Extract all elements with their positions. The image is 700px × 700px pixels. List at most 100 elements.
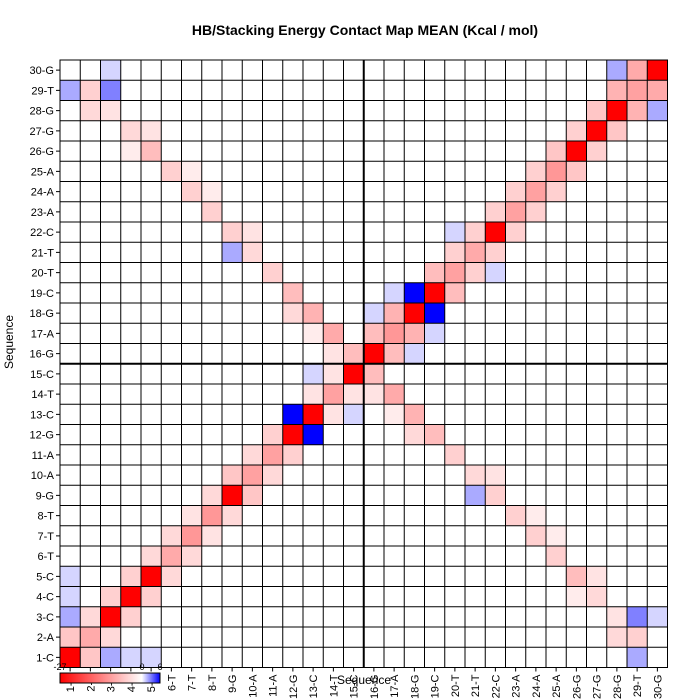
- heatmap-cell: [566, 120, 587, 141]
- heatmap-cell: [141, 546, 162, 567]
- x-tick-label: 8-T: [207, 674, 219, 691]
- heatmap-cell: [201, 201, 222, 222]
- heatmap-cell: [201, 181, 222, 202]
- heatmap-cell: [465, 222, 486, 243]
- y-tick-label: 29-T: [31, 85, 54, 97]
- heatmap-cell: [242, 222, 263, 243]
- heatmap-cell: [404, 343, 425, 364]
- chart-title: HB/Stacking Energy Contact Map MEAN (Kca…: [192, 22, 538, 38]
- heatmap-cell: [424, 323, 445, 344]
- x-tick-label: 21-T: [470, 674, 482, 697]
- heatmap-cell: [323, 343, 344, 364]
- heatmap-cell: [485, 465, 506, 486]
- heatmap-cell: [546, 546, 567, 567]
- heatmap-cell: [404, 282, 425, 303]
- heatmap-cell: [343, 343, 364, 364]
- heatmap-cell: [222, 465, 243, 486]
- y-tick-labels: 1-C 2-A 3-C 4-C 5-C 6-T 7-T 8-T 9-G 10-A 11-A 12-G 1…: [30, 65, 60, 664]
- heatmap-cell: [384, 282, 405, 303]
- heatmap-cell: [424, 262, 445, 283]
- x-tick-labels: 1-C2-A3-C4-C5-C6-T7-T8-T9-G10-A11-A12-G1…: [65, 667, 664, 699]
- heatmap-cell: [606, 60, 627, 81]
- heatmap-cell: [181, 161, 202, 182]
- heatmap-cell: [606, 627, 627, 648]
- y-tick-label: 21-T: [31, 247, 54, 259]
- heatmap-cell: [60, 647, 81, 668]
- x-tick-label: 6-T: [166, 674, 178, 691]
- heatmap-cell: [566, 586, 587, 607]
- x-tick-label: 10-A: [247, 674, 259, 698]
- heatmap-cell: [303, 363, 324, 384]
- x-tick-label: 26-G: [571, 675, 583, 699]
- heatmap-cell: [586, 120, 607, 141]
- colorbar: -27 0 6: [53, 662, 163, 684]
- colorbar-max-label: 6: [157, 662, 162, 672]
- heatmap-cell: [262, 465, 283, 486]
- x-tick-label: 24-A: [531, 674, 543, 698]
- heatmap-cell: [485, 485, 506, 506]
- y-tick-label: 13-C: [30, 409, 54, 421]
- heatmap-cell: [606, 120, 627, 141]
- heatmap-cell: [546, 141, 567, 162]
- heatmap-cell: [627, 60, 648, 81]
- heatmap-cell: [100, 627, 121, 648]
- heatmap-cell: [363, 343, 384, 364]
- heatmap-cell: [323, 363, 344, 384]
- x-tick-label: 22-C: [490, 674, 502, 698]
- x-axis-label: Sequence: [337, 673, 391, 687]
- heatmap-cell: [60, 627, 81, 648]
- heatmap-cell: [181, 525, 202, 546]
- x-tick-label: 12-G: [288, 675, 300, 699]
- heatmap-cell: [303, 303, 324, 324]
- heatmap-cell: [465, 485, 486, 506]
- heatmap-cell: [222, 485, 243, 506]
- heatmap-cell: [60, 80, 81, 101]
- y-tick-label: 4-C: [36, 592, 54, 604]
- heatmap-cell: [363, 363, 384, 384]
- heatmap-cell: [242, 465, 263, 486]
- heatmap-cell: [485, 262, 506, 283]
- y-tick-label: 26-G: [30, 146, 54, 158]
- heatmap-cell: [323, 404, 344, 425]
- heatmap-cell: [242, 444, 263, 465]
- heatmap-cell: [444, 242, 465, 263]
- heatmap-cell: [525, 161, 546, 182]
- heatmap-cell: [120, 647, 141, 668]
- y-tick-label: 20-T: [31, 268, 54, 280]
- heatmap-cell: [586, 100, 607, 121]
- colorbar-min-label: -27: [53, 662, 66, 672]
- y-tick-label: 14-T: [31, 389, 54, 401]
- heatmap-cell: [384, 343, 405, 364]
- heatmap-cell: [384, 323, 405, 344]
- heatmap-cell: [141, 566, 162, 587]
- x-tick-label: 16-G: [369, 675, 381, 699]
- x-tick-label: 13-C: [308, 674, 320, 698]
- heatmap-cell: [485, 201, 506, 222]
- heatmap-cell: [100, 647, 121, 668]
- heatmap-cell: [525, 181, 546, 202]
- heatmap-cell: [100, 80, 121, 101]
- heatmap-cell: [566, 161, 587, 182]
- heatmap-cell: [525, 201, 546, 222]
- x-tick-label: 18-G: [409, 675, 421, 699]
- y-tick-label: 22-C: [30, 227, 54, 239]
- heatmap-cell: [606, 606, 627, 627]
- heatmap-cell: [282, 424, 303, 445]
- heatmap-cell: [586, 566, 607, 587]
- heatmap-cell: [80, 647, 101, 668]
- heatmap-cell: [525, 505, 546, 526]
- heatmap-cell: [201, 505, 222, 526]
- heatmap-cell: [566, 566, 587, 587]
- x-tick-label: 9-G: [227, 675, 239, 693]
- heatmap-cell: [505, 181, 526, 202]
- heatmap-cell: [262, 262, 283, 283]
- y-tick-label: 7-T: [38, 531, 55, 543]
- colorbar-zero-label: 0: [139, 662, 144, 672]
- colorbar-gradient: [59, 672, 161, 684]
- y-tick-label: 25-A: [31, 166, 55, 178]
- heatmap-cell: [242, 242, 263, 263]
- heatmap-cell: [465, 262, 486, 283]
- heatmap-cell: [606, 80, 627, 101]
- heatmap-cell: [627, 100, 648, 121]
